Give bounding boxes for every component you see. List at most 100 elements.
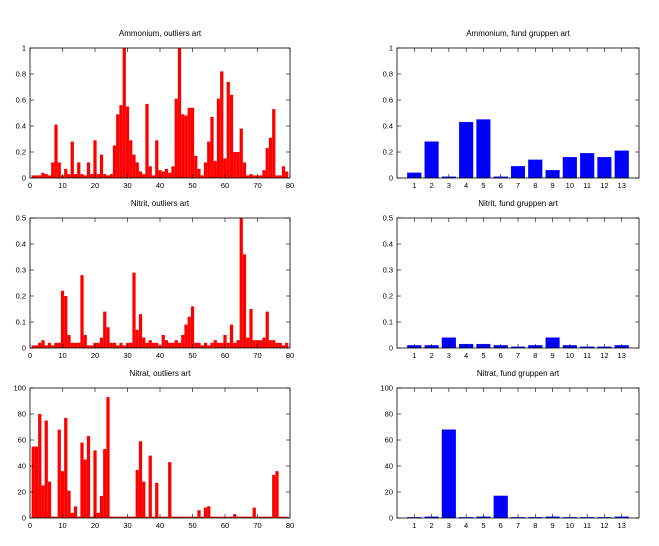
bar-12 [67, 490, 71, 518]
bar-39 [155, 140, 159, 178]
x-tick-label: 9 [550, 351, 554, 360]
bar-65 [239, 128, 243, 178]
bar-9 [57, 162, 61, 178]
x-tick-label: 50 [188, 521, 196, 530]
x-tick-label: 0 [28, 351, 32, 360]
y-tick-label: 80 [385, 410, 393, 419]
bar-72 [262, 337, 266, 348]
bar-75 [272, 109, 276, 178]
bar-37 [148, 455, 152, 518]
bar-24 [106, 327, 110, 348]
y-tick-label: 0 [22, 514, 26, 523]
bar-13 [70, 342, 74, 348]
x-tick-label: 10 [58, 181, 66, 190]
bar-65 [239, 516, 243, 518]
bar-63 [233, 514, 237, 518]
x-tick-label: 11 [583, 181, 591, 190]
x-tick-label: 50 [188, 351, 196, 360]
bar-2 [34, 345, 39, 348]
bar-75 [272, 340, 276, 348]
bar-23 [103, 449, 107, 518]
bar-30 [125, 106, 130, 178]
bar-10 [60, 471, 65, 518]
bar-35 [142, 481, 146, 518]
x-tick-label: 8 [533, 181, 537, 190]
bar-56 [210, 516, 214, 518]
y-tick-label: 40 [18, 462, 26, 471]
bar-54 [203, 162, 208, 178]
y-tick-label: 0.2 [16, 292, 26, 301]
y-tick-label: 0.4 [16, 122, 26, 131]
bar-22 [99, 495, 104, 518]
bar-32 [132, 272, 136, 348]
bar-36 [145, 103, 149, 178]
chart-panel-4: Nitrit, fund gruppen art 0 0.1 0.2 0.3 0.4 0.5… [383, 199, 640, 360]
x-tick-label: 11 [583, 521, 591, 530]
x-tick-label: 6 [499, 521, 503, 530]
bar-79 [285, 516, 289, 518]
y-tick-label: 0 [389, 514, 393, 523]
y-tick-label: 80 [18, 410, 26, 419]
bar-78 [281, 166, 286, 178]
bar-73 [265, 148, 269, 178]
bar-33 [135, 329, 139, 348]
y-tick-label: 60 [18, 436, 26, 445]
y-tick-label: 0 [389, 174, 393, 183]
bar-28 [119, 516, 123, 518]
bar-47 [181, 335, 185, 348]
bar-32 [132, 516, 136, 518]
bar-64 [236, 340, 240, 348]
x-tick-label: 0 [28, 181, 32, 190]
axes-box [396, 217, 640, 349]
bar-19 [90, 345, 94, 348]
bar-63 [233, 152, 237, 178]
bar-6 [47, 342, 52, 348]
bar-29 [122, 345, 126, 348]
chart-panel-3: Nitrit, outliers art 0 0.1 0.2 0.3 0.4 0.5 0 10 2… [16, 199, 295, 360]
bar-62 [229, 94, 234, 178]
y-tick-label: 60 [385, 436, 393, 445]
bar-29 [122, 48, 126, 178]
bar-38 [151, 342, 156, 348]
chart-title: Nitrit, fund gruppen art [478, 199, 558, 208]
bar-14 [73, 342, 78, 348]
bar-18 [86, 436, 91, 518]
bar-7 [51, 516, 55, 518]
bar-34 [138, 441, 143, 518]
x-tick-label: 30 [123, 521, 131, 530]
bar-41 [161, 335, 165, 348]
bar-44 [171, 166, 175, 178]
bar-59 [220, 516, 224, 518]
bar-33 [135, 162, 139, 178]
bar-67 [246, 337, 250, 348]
bar-18 [86, 345, 91, 348]
x-tick-label: 5 [481, 521, 485, 530]
bar-62 [229, 516, 234, 518]
axes-box [29, 47, 291, 179]
x-tick-label: 7 [516, 521, 520, 530]
bar-12 [67, 174, 71, 178]
y-tick-label: 40 [385, 462, 393, 471]
y-tick-label: 0.4 [383, 240, 393, 249]
bar-9 [57, 429, 61, 518]
bar-52 [197, 342, 201, 348]
x-tick-label: 60 [221, 181, 229, 190]
bar-46 [177, 516, 182, 518]
x-tick-label: 20 [91, 351, 99, 360]
chart-title: Nitrat, fund gruppen art [477, 369, 560, 378]
bar-54 [203, 507, 208, 518]
bar-26 [112, 342, 117, 348]
x-tick-label: 12 [600, 351, 608, 360]
bar-31 [129, 140, 133, 178]
bar-42 [164, 340, 169, 348]
bar-58 [216, 516, 221, 518]
bar-20 [93, 450, 97, 518]
bar-11 [64, 296, 68, 348]
bar-13 [70, 141, 74, 178]
bar-58 [216, 98, 221, 178]
x-tick-label: 3 [447, 351, 451, 360]
x-tick-label: 1 [412, 181, 416, 190]
bar-69 [252, 507, 256, 518]
bar-4 [41, 485, 45, 518]
